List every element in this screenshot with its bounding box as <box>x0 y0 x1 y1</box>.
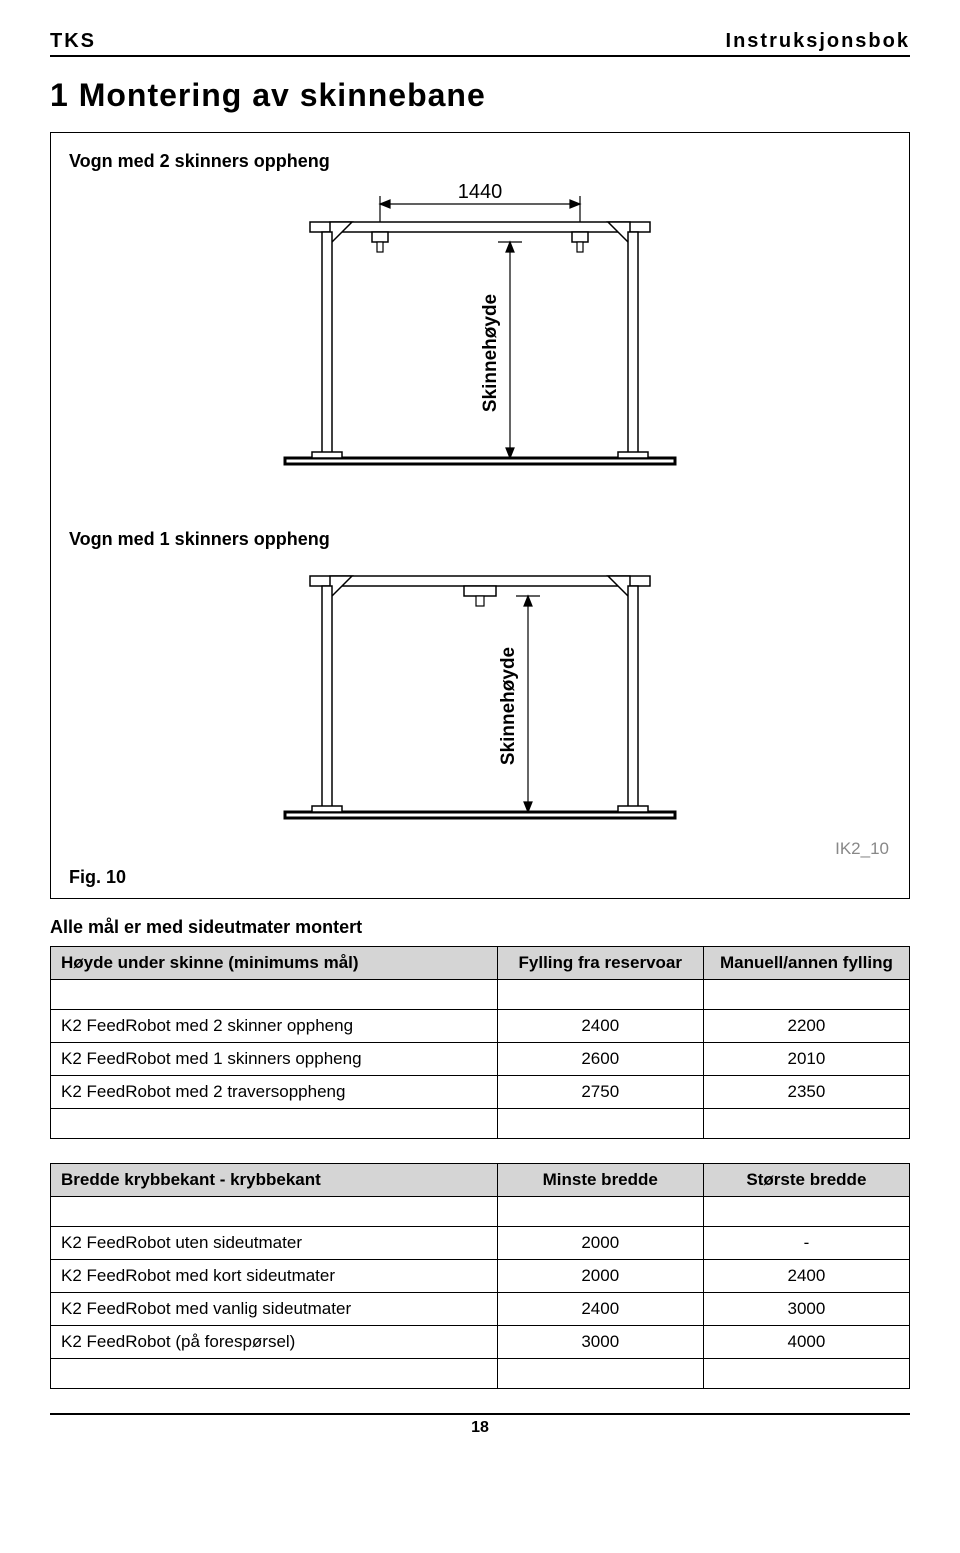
table-row <box>51 980 910 1010</box>
t1h3: Manuell/annen fylling <box>703 947 909 980</box>
diagram-container: Vogn med 2 skinners oppheng 1440 <box>50 132 910 899</box>
diagram-caption-2rail: Vogn med 2 skinners oppheng <box>69 151 891 172</box>
table-header-row: Bredde krybbekant - krybbekant Minste br… <box>51 1164 910 1197</box>
section-title: 1 Montering av skinnebane <box>50 77 910 114</box>
t2h3: Største bredde <box>703 1164 909 1197</box>
table-row: K2 FeedRobot med vanlig sideutmater 2400… <box>51 1293 910 1326</box>
diagram-code: IK2_10 <box>835 839 889 859</box>
diagram-two-rail: Vogn med 2 skinners oppheng 1440 <box>69 151 891 523</box>
table-row <box>51 1109 910 1139</box>
page-footer: 18 <box>50 1413 910 1437</box>
figure-label: Fig. 10 <box>69 867 126 888</box>
table-row: K2 FeedRobot med 2 traversoppheng 2750 2… <box>51 1076 910 1109</box>
diagram-svg-2rail: 1440 <box>240 178 720 518</box>
dim-width-label: 1440 <box>458 181 503 203</box>
table-row <box>51 1197 910 1227</box>
dim-height-label-1rail: Skinnehøyde <box>498 647 519 765</box>
dim-height-label-2rail: Skinnehøyde <box>480 294 501 412</box>
header-left: TKS <box>50 30 96 53</box>
t2h1: Bredde krybbekant - krybbekant <box>51 1164 498 1197</box>
table-intro: Alle mål er med sideutmater montert <box>50 917 910 938</box>
table-header-row: Høyde under skinne (minimums mål) Fyllin… <box>51 947 910 980</box>
table-row: K2 FeedRobot med 1 skinners oppheng 2600… <box>51 1043 910 1076</box>
table-row: K2 FeedRobot uten sideutmater 2000 - <box>51 1227 910 1260</box>
table-row: K2 FeedRobot med kort sideutmater 2000 2… <box>51 1260 910 1293</box>
table-row: K2 FeedRobot (på forespørsel) 3000 4000 <box>51 1326 910 1359</box>
diagram-caption-1rail: Vogn med 1 skinners oppheng <box>69 529 891 550</box>
page-header: TKS Instruksjonsbok <box>50 30 910 57</box>
t2h2: Minste bredde <box>497 1164 703 1197</box>
table-row <box>51 1359 910 1389</box>
header-right: Instruksjonsbok <box>726 30 910 53</box>
table-heights: Høyde under skinne (minimums mål) Fyllin… <box>50 946 910 1139</box>
diagram-one-rail: Vogn med 1 skinners oppheng <box>69 529 891 861</box>
t1h2: Fylling fra reservoar <box>497 947 703 980</box>
table-widths: Bredde krybbekant - krybbekant Minste br… <box>50 1163 910 1389</box>
diagram-svg-1rail: Skinnehøyde <box>240 556 720 856</box>
page-number: 18 <box>471 1419 489 1436</box>
table-row: K2 FeedRobot med 2 skinner oppheng 2400 … <box>51 1010 910 1043</box>
t1h1: Høyde under skinne (minimums mål) <box>51 947 498 980</box>
